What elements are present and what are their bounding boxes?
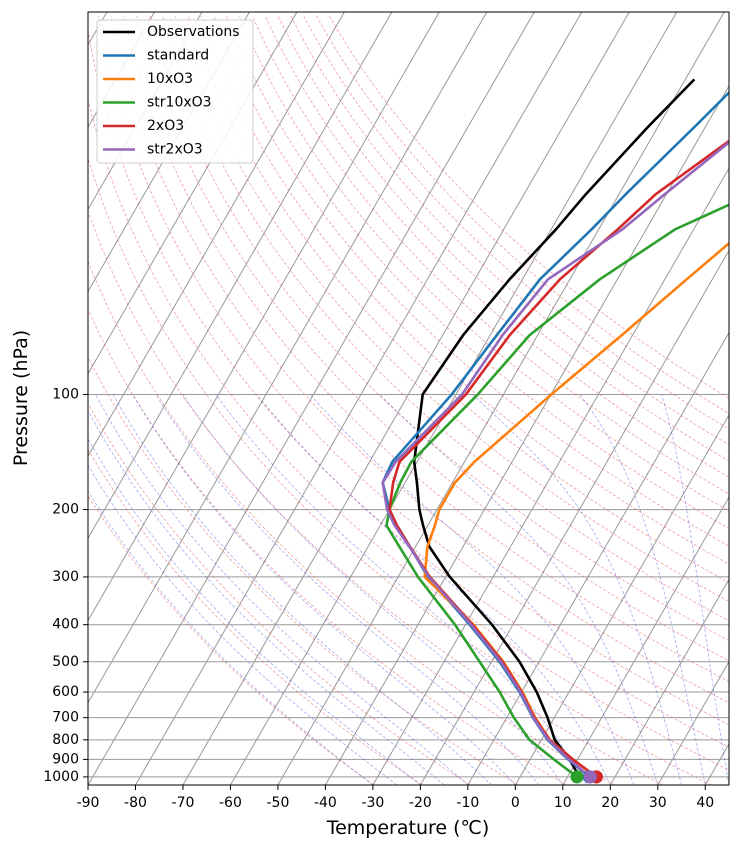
moist-adiabat bbox=[257, 394, 610, 785]
dry-adiabat bbox=[317, 16, 750, 785]
isotherm bbox=[325, 12, 750, 785]
y-tick-label: 500 bbox=[52, 654, 79, 670]
legend-label: Observations bbox=[147, 24, 240, 40]
dry-adiabat bbox=[278, 16, 750, 785]
x-tick-label: -20 bbox=[409, 795, 432, 811]
moist-adiabat bbox=[51, 394, 396, 785]
y-tick-label: 800 bbox=[52, 732, 79, 748]
x-tick-label: -80 bbox=[124, 795, 147, 811]
legend: Observations standard 10xO3 str10xO3 2xO3 str… bbox=[97, 20, 253, 163]
x-axis-label: Temperature (℃) bbox=[326, 817, 490, 839]
x-tick-label: -30 bbox=[361, 795, 384, 811]
y-tick-label: 1000 bbox=[43, 769, 79, 785]
dry-adiabat bbox=[240, 16, 750, 785]
y-axis-label: Pressure (hPa) bbox=[10, 330, 32, 466]
moist-adiabat bbox=[156, 394, 539, 785]
plot-area bbox=[383, 79, 750, 783]
moist-adiabat bbox=[580, 394, 705, 785]
legend-label: str2xO3 bbox=[147, 142, 203, 158]
y-tick-label: 600 bbox=[52, 684, 79, 700]
surface-point bbox=[570, 770, 583, 783]
x-tick-label: -40 bbox=[314, 795, 337, 811]
y-tick-label: 100 bbox=[52, 386, 79, 402]
profile-line bbox=[386, 79, 750, 777]
legend-label: standard bbox=[147, 48, 209, 64]
x-tick-label: -10 bbox=[456, 795, 479, 811]
legend-label: 2xO3 bbox=[147, 118, 184, 134]
x-tick-label: -60 bbox=[219, 795, 242, 811]
x-tick-label: 10 bbox=[554, 795, 572, 811]
y-tick-label: 700 bbox=[52, 710, 79, 726]
x-tick-label: 0 bbox=[511, 795, 520, 811]
y-tick-label: 300 bbox=[52, 569, 79, 585]
x-tick-label: 40 bbox=[696, 795, 714, 811]
moist-adiabat bbox=[96, 394, 468, 785]
y-tick-label: 900 bbox=[52, 751, 79, 767]
moist-adiabat bbox=[473, 394, 682, 785]
y-tick-label: 200 bbox=[52, 502, 79, 518]
isotherm bbox=[515, 12, 750, 785]
isotherm bbox=[563, 12, 750, 785]
y-tick-label: 400 bbox=[52, 617, 79, 633]
legend-label: str10xO3 bbox=[147, 95, 212, 111]
isotherm bbox=[420, 12, 750, 785]
x-tick-label: 20 bbox=[601, 795, 619, 811]
moist-adiabat bbox=[310, 394, 634, 785]
isotherm bbox=[468, 12, 750, 785]
x-tick-label: -50 bbox=[266, 795, 289, 811]
x-tick-label: 30 bbox=[649, 795, 667, 811]
moist-adiabat bbox=[65, 394, 420, 785]
isotherm bbox=[705, 12, 750, 785]
isotherm bbox=[278, 12, 724, 785]
moist-adiabat bbox=[662, 394, 729, 785]
dry-adiabat bbox=[214, 16, 750, 785]
x-tick-label: -90 bbox=[77, 795, 100, 811]
dry-adiabat bbox=[227, 16, 750, 785]
x-tick-label: -70 bbox=[172, 795, 195, 811]
dry-adiabat bbox=[9, 16, 519, 785]
surface-point bbox=[584, 770, 597, 783]
legend-label: 10xO3 bbox=[147, 71, 193, 87]
